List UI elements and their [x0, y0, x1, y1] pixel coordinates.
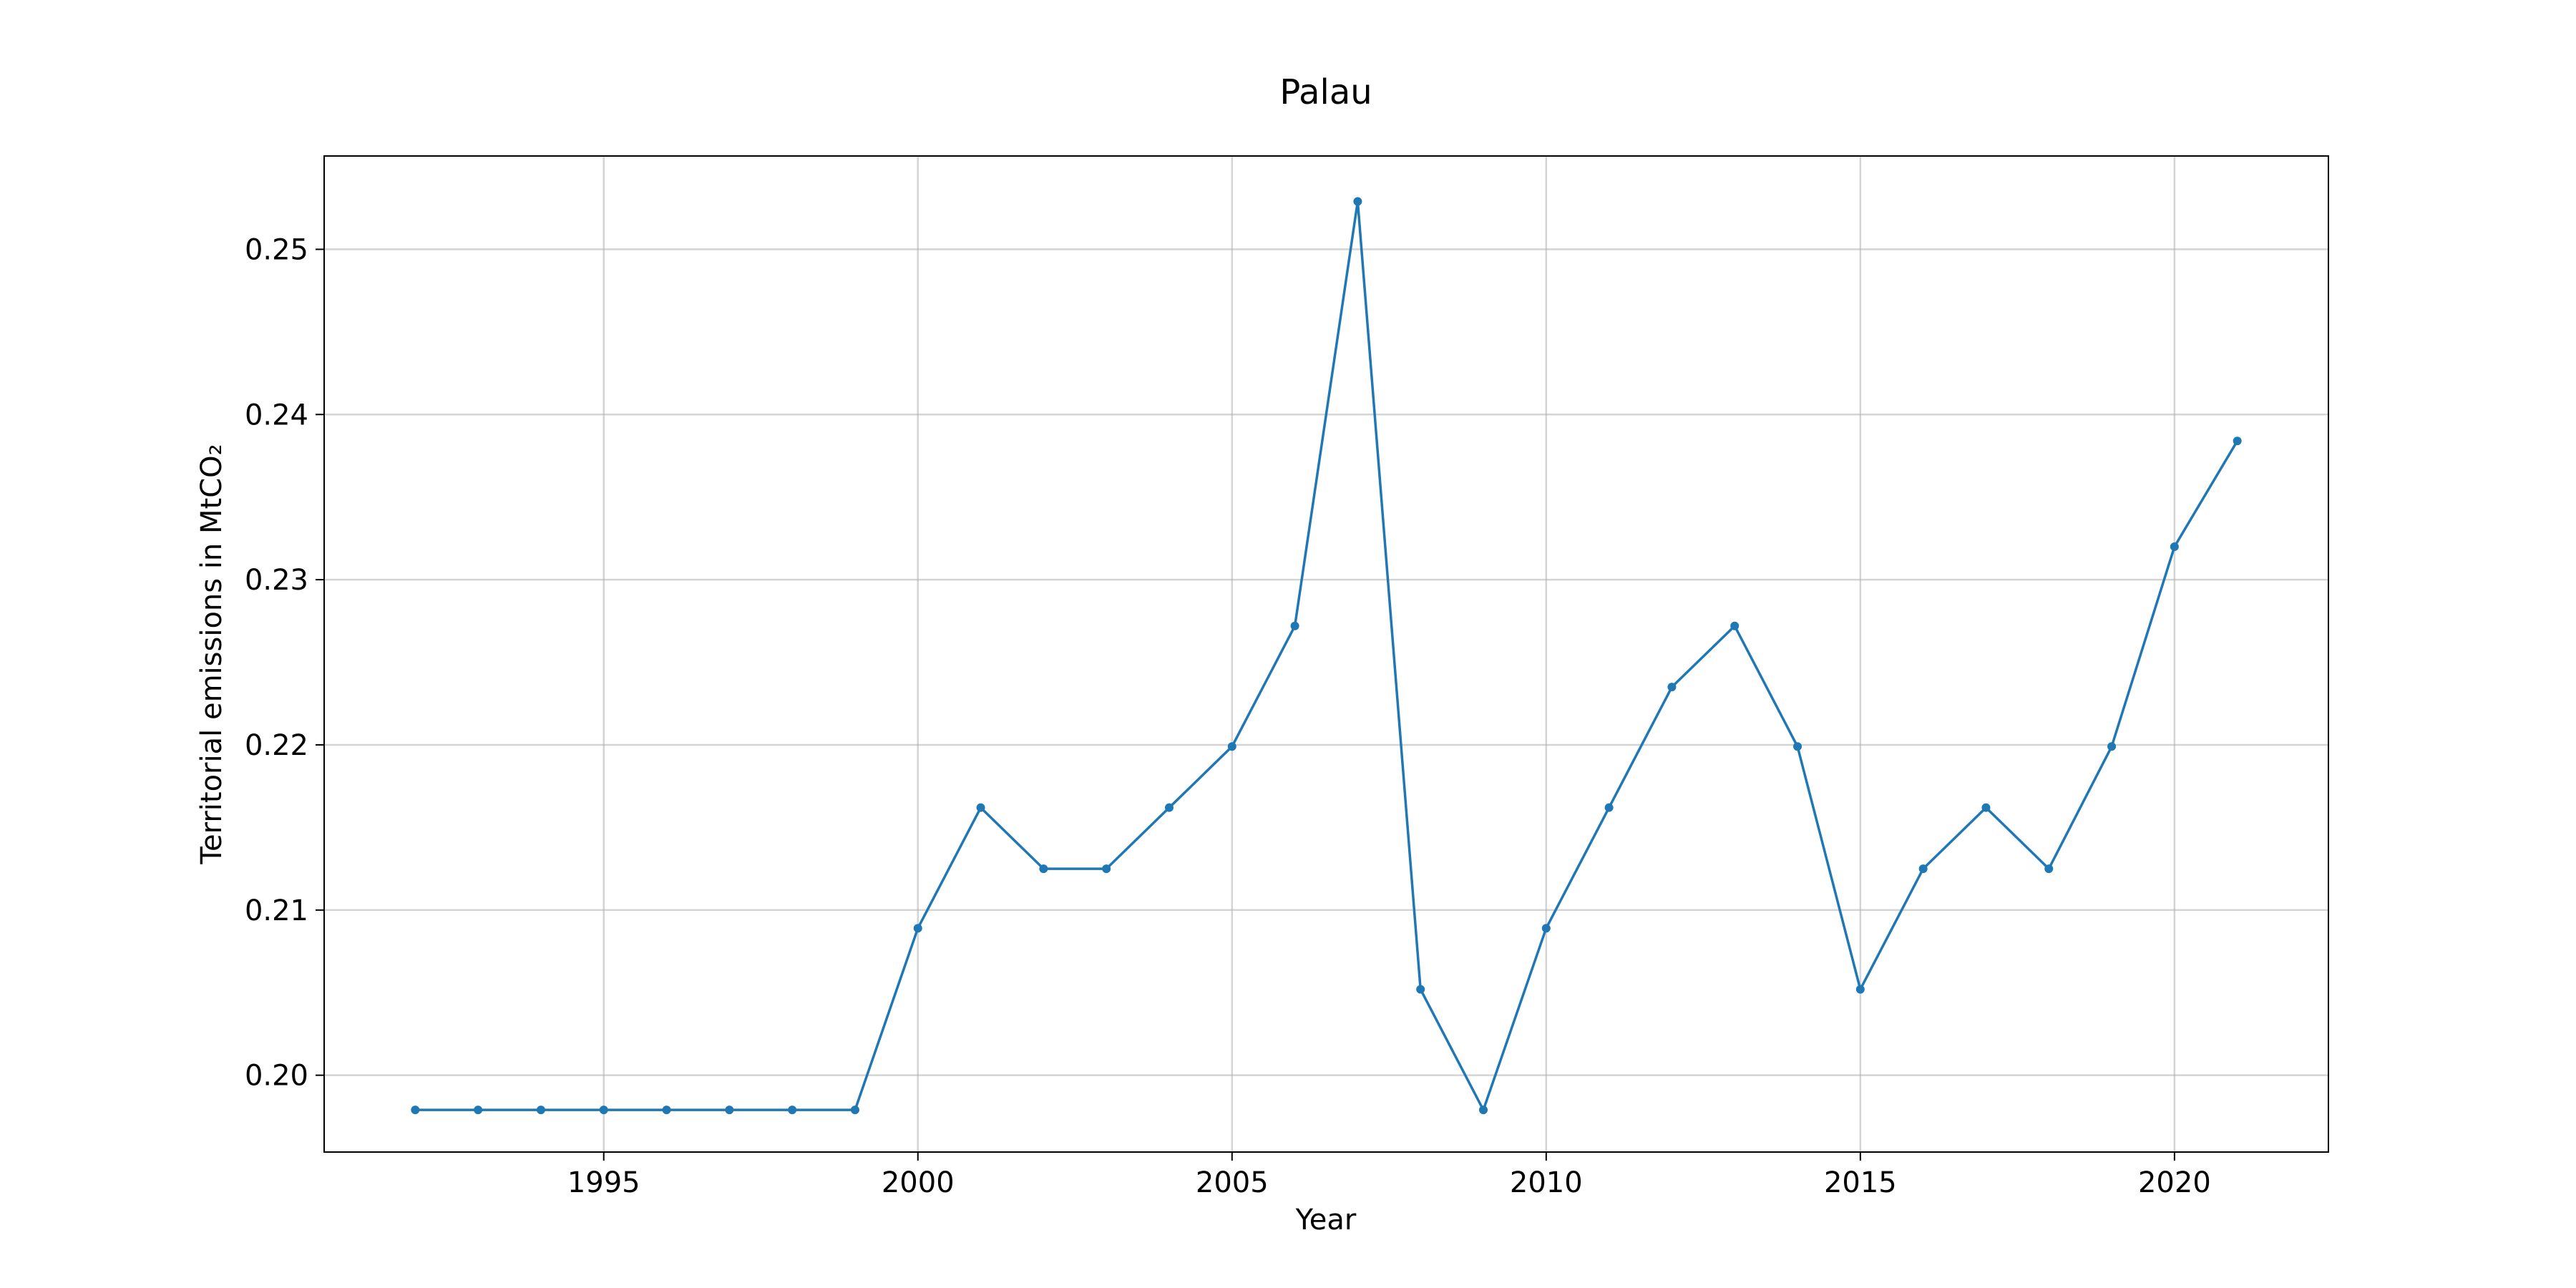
data-point — [1291, 622, 1299, 630]
data-point — [1605, 804, 1614, 812]
x-tick-label: 2000 — [882, 1166, 955, 1199]
y-tick-label: 0.20 — [245, 1060, 308, 1093]
y-axis-label: Territorial emissions in MtCO₂ — [195, 444, 228, 864]
x-tick-label: 1995 — [567, 1166, 640, 1199]
data-point — [1039, 864, 1048, 873]
data-point — [788, 1106, 796, 1114]
data-point — [600, 1106, 608, 1114]
data-point — [1856, 985, 1865, 994]
data-point — [663, 1106, 671, 1114]
x-axis-label: Year — [1295, 1204, 1357, 1236]
data-point — [1353, 197, 1362, 205]
data-point — [914, 924, 922, 932]
data-point — [977, 804, 985, 812]
chart-title: Palau — [1279, 72, 1372, 112]
y-tick-label: 0.25 — [245, 233, 308, 266]
data-point — [1542, 924, 1551, 932]
data-point — [1479, 1106, 1488, 1114]
x-tick-label: 2005 — [1196, 1166, 1269, 1199]
data-point — [1793, 742, 1802, 751]
data-point — [474, 1106, 482, 1114]
data-point — [1919, 864, 1928, 873]
data-point — [1667, 683, 1676, 691]
data-point — [1730, 622, 1739, 630]
data-point — [1981, 804, 1990, 812]
data-point — [2044, 864, 2053, 873]
x-tick-label: 2020 — [2138, 1166, 2211, 1199]
data-point — [1228, 742, 1236, 751]
y-tick-label: 0.24 — [245, 399, 308, 431]
data-point — [1165, 804, 1174, 812]
y-tick-label: 0.21 — [245, 894, 308, 927]
data-point — [1416, 985, 1425, 994]
data-point — [1102, 864, 1111, 873]
x-tick-label: 2010 — [1510, 1166, 1583, 1199]
y-tick-label: 0.23 — [245, 564, 308, 597]
data-point — [725, 1106, 733, 1114]
data-point — [411, 1106, 419, 1114]
data-point — [2233, 436, 2242, 445]
data-point — [2170, 542, 2179, 551]
data-point — [2107, 742, 2116, 751]
data-point — [537, 1106, 545, 1114]
data-point — [851, 1106, 859, 1114]
y-tick-label: 0.22 — [245, 729, 308, 762]
x-tick-label: 2015 — [1824, 1166, 1897, 1199]
